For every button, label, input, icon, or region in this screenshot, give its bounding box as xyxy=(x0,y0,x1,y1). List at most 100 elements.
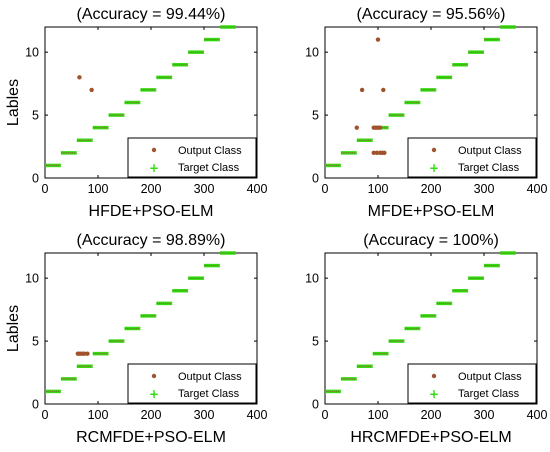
output-class-point xyxy=(424,89,427,91)
x-tick-label: 300 xyxy=(194,182,215,196)
output-class-point xyxy=(359,87,365,93)
output-class-point xyxy=(343,152,345,154)
output-class-point xyxy=(436,302,439,305)
output-class-point xyxy=(345,378,348,380)
output-class-point xyxy=(113,340,115,342)
output-class-point xyxy=(83,139,86,142)
output-class-point xyxy=(108,114,111,116)
output-class-point xyxy=(512,252,515,254)
output-class-point xyxy=(431,315,433,317)
output-class-point xyxy=(162,76,165,79)
output-class-point xyxy=(445,302,447,305)
output-class-point xyxy=(361,365,363,368)
output-class-point xyxy=(484,38,486,41)
output-class-point xyxy=(230,252,233,254)
output-class-point xyxy=(341,152,343,154)
output-class-point xyxy=(367,139,370,142)
x-tick-label: 200 xyxy=(421,408,442,422)
output-class-point xyxy=(456,63,459,66)
output-class-point xyxy=(77,75,82,80)
y-tick-label: 0 xyxy=(32,398,39,412)
x-tick-label: 0 xyxy=(322,182,329,196)
output-class-point xyxy=(63,152,65,154)
output-class-point xyxy=(404,327,407,330)
output-class-point xyxy=(67,152,70,154)
output-class-point xyxy=(92,126,95,129)
output-class-point xyxy=(162,302,165,305)
chart-title: (Accuracy = 99.44%) xyxy=(77,6,226,23)
output-class-point xyxy=(329,390,332,393)
output-class-point xyxy=(492,38,495,41)
output-class-point xyxy=(49,164,52,167)
output-class-point xyxy=(335,164,338,167)
output-class-point xyxy=(45,164,47,167)
output-class-point xyxy=(194,51,197,53)
output-class-point xyxy=(135,101,137,104)
y-tick-label: 10 xyxy=(25,46,39,60)
output-class-point xyxy=(115,114,117,116)
output-class-point xyxy=(140,315,143,317)
output-class-point xyxy=(167,76,169,79)
output-class-point xyxy=(110,114,113,116)
output-class-point xyxy=(502,26,504,28)
output-class-point xyxy=(379,352,381,355)
target-class-series xyxy=(325,251,516,394)
output-class-point xyxy=(97,126,99,129)
output-class-point xyxy=(212,264,215,267)
output-class-point xyxy=(341,378,343,380)
output-class-point xyxy=(204,38,206,41)
output-class-point xyxy=(449,76,451,79)
output-class-point xyxy=(103,126,106,129)
output-class-point xyxy=(333,164,336,167)
x-tick-label: 200 xyxy=(141,182,162,196)
output-class-series xyxy=(75,351,90,356)
output-class-point xyxy=(381,87,386,93)
output-class-point xyxy=(393,114,395,116)
output-class-point xyxy=(89,87,94,93)
legend-target-label: Target Class xyxy=(458,388,520,400)
output-class-point xyxy=(174,63,177,66)
x-tick-label: 200 xyxy=(421,182,442,196)
output-class-point xyxy=(375,352,377,355)
output-class-point xyxy=(506,26,509,28)
output-class-point xyxy=(228,252,231,254)
x-tick-label: 400 xyxy=(527,182,548,196)
x-tick-label: 200 xyxy=(141,408,162,422)
output-class-point xyxy=(472,277,475,279)
output-class-point xyxy=(406,101,409,104)
output-class-point xyxy=(335,390,338,393)
output-class-point xyxy=(357,139,359,142)
output-class-point xyxy=(440,76,443,79)
y-tick-label: 10 xyxy=(305,272,319,286)
output-class-point xyxy=(500,252,502,254)
x-axis-label: HRCMFDE+PSO-ELM xyxy=(350,429,511,446)
output-class-point xyxy=(73,152,76,154)
output-class-point xyxy=(108,340,111,342)
output-class-point xyxy=(474,277,477,279)
output-class-point xyxy=(55,390,58,393)
x-tick-label: 100 xyxy=(88,182,109,196)
output-class-point xyxy=(53,164,56,167)
legend-output-label: Output Class xyxy=(458,145,522,157)
output-class-point xyxy=(504,252,507,254)
output-class-point xyxy=(401,340,404,342)
output-class-point xyxy=(208,38,211,41)
legend-box xyxy=(127,363,257,404)
output-class-point xyxy=(420,89,423,91)
y-axis-label: Lables xyxy=(5,79,22,126)
output-class-point xyxy=(183,289,185,292)
legend-box xyxy=(407,137,537,178)
output-class-point xyxy=(79,139,81,142)
output-class-point xyxy=(427,89,429,91)
legend-target-marker: + xyxy=(429,387,439,401)
output-class-point xyxy=(486,38,488,41)
output-class-point xyxy=(463,63,465,66)
output-class-point xyxy=(417,327,420,330)
output-class-point xyxy=(99,126,101,129)
output-class-point xyxy=(363,139,366,142)
output-class-point xyxy=(349,378,352,380)
output-class-point xyxy=(178,63,181,66)
output-class-point xyxy=(180,289,183,292)
output-class-point xyxy=(357,365,359,368)
output-class-point xyxy=(142,89,145,91)
